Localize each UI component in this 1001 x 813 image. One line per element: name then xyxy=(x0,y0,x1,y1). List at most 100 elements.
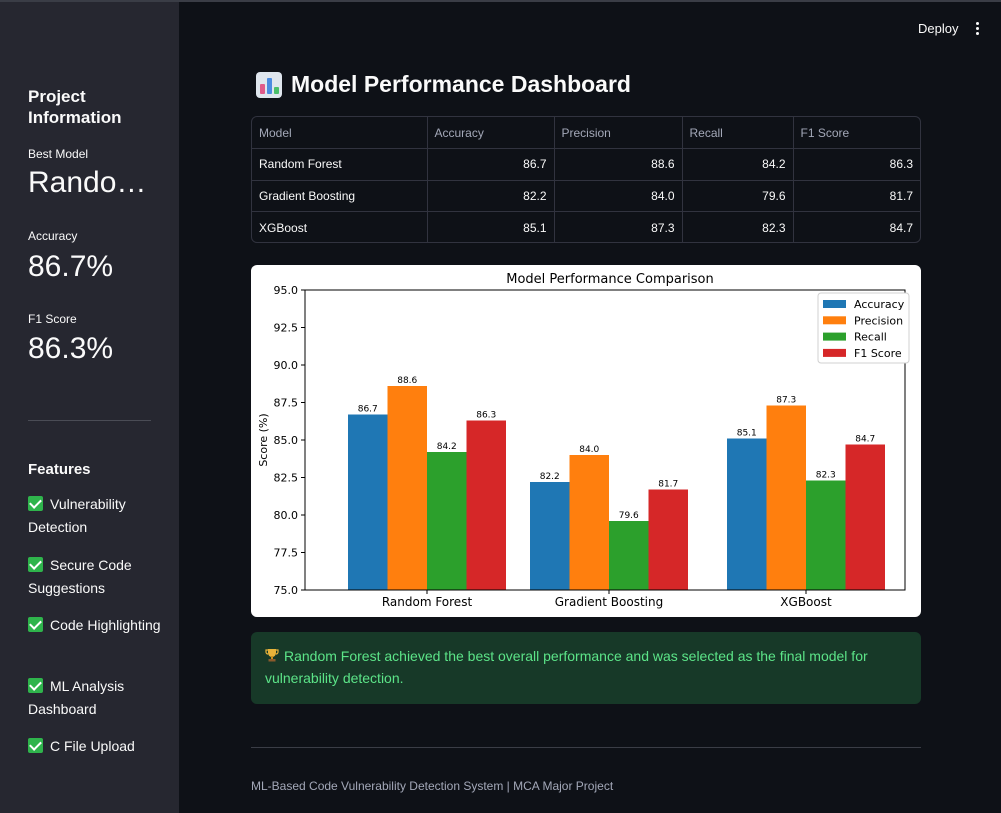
sidebar-divider xyxy=(28,420,151,421)
bar-value-label: 82.2 xyxy=(540,472,560,482)
y-tick-label: 95.0 xyxy=(274,284,299,297)
bar-value-label: 88.6 xyxy=(397,376,417,386)
table-cell: 81.7 xyxy=(793,180,920,212)
feature-item: C File Upload xyxy=(28,735,168,758)
check-icon xyxy=(28,678,43,693)
legend-swatch xyxy=(823,348,846,357)
chart-title: Model Performance Comparison xyxy=(506,272,714,287)
feature-label: Code Highlighting xyxy=(50,617,161,633)
table-cell: 88.6 xyxy=(554,148,683,181)
performance-chart: Model Performance Comparison 75.0 77.5 80.0… xyxy=(251,265,921,617)
y-tick-label: 75.0 xyxy=(274,584,299,597)
bar xyxy=(569,455,609,590)
table-cell: 87.3 xyxy=(554,211,683,242)
features-title: Features xyxy=(28,461,91,478)
performance-table: Model Accuracy Precision Recall F1 Score… xyxy=(251,116,921,243)
table-cell: XGBoost xyxy=(252,211,428,242)
table-cell: 85.1 xyxy=(427,211,555,242)
table-row: Random Forest 86.7 88.6 84.2 86.3 xyxy=(252,148,920,181)
y-tick-label: 90.0 xyxy=(274,359,299,372)
page-title: Model Performance Dashboard xyxy=(256,71,631,98)
x-tick-label: Random Forest xyxy=(382,595,473,609)
accuracy-label: Accuracy xyxy=(28,229,78,243)
table-cell: 86.7 xyxy=(427,148,555,181)
bar xyxy=(766,405,806,590)
column-header[interactable]: Precision xyxy=(554,117,683,149)
bar-chart-icon xyxy=(256,71,282,98)
feature-label: ML Analysis Dashboard xyxy=(28,678,125,717)
best-model-label: Best Model xyxy=(28,147,89,161)
y-tick-label: 80.0 xyxy=(274,509,299,522)
bar-value-label: 84.0 xyxy=(579,445,599,455)
bar xyxy=(387,386,427,590)
bar-value-label: 85.1 xyxy=(737,429,757,439)
table-cell: Gradient Boosting xyxy=(252,180,428,212)
sidebar: Project Information Best Model Random Fo… xyxy=(0,2,179,813)
bar xyxy=(530,482,570,590)
deploy-button[interactable]: Deploy xyxy=(918,21,959,36)
bar-value-label: 86.7 xyxy=(358,405,378,415)
y-tick-label: 87.5 xyxy=(274,397,299,410)
bar-value-label: 84.2 xyxy=(437,442,457,452)
y-tick-label: 85.0 xyxy=(274,434,299,447)
chart-svg: Model Performance Comparison 75.0 77.5 80.0… xyxy=(257,272,910,609)
column-header[interactable]: Accuracy xyxy=(427,117,555,149)
feature-label: C File Upload xyxy=(50,738,135,754)
bar-value-label: 87.3 xyxy=(776,396,796,406)
y-tick-label: 77.5 xyxy=(274,547,299,560)
bar-value-label: 84.7 xyxy=(855,435,875,445)
success-text: Random Forest achieved the best overall … xyxy=(265,648,868,686)
table-cell: Random Forest xyxy=(252,148,428,181)
accuracy-value: 86.7% xyxy=(28,250,114,283)
bar xyxy=(845,444,885,590)
f1-label: F1 Score xyxy=(28,312,77,326)
feature-item: Code Highlighting xyxy=(28,614,168,637)
y-axis-label: Score (%) xyxy=(257,413,270,466)
x-tick-label: Gradient Boosting xyxy=(555,595,663,609)
table-cell: 82.3 xyxy=(682,211,794,242)
best-model-value: Random Forest xyxy=(28,166,158,199)
y-tick-label: 92.5 xyxy=(274,322,299,335)
feature-label: Vulnerability Detection xyxy=(28,496,126,535)
column-header[interactable]: Recall xyxy=(682,117,794,149)
column-header[interactable]: Model xyxy=(252,117,428,149)
check-icon xyxy=(28,496,43,511)
table-row: Gradient Boosting 82.2 84.0 79.6 81.7 xyxy=(252,180,920,212)
plot-frame xyxy=(304,289,906,591)
bar xyxy=(648,489,688,590)
y-tick-label: 82.5 xyxy=(274,472,299,485)
trophy-icon xyxy=(265,646,279,662)
table-header-row: Model Accuracy Precision Recall F1 Score xyxy=(252,117,920,149)
table-cell: 82.2 xyxy=(427,180,555,212)
feature-item: ML Analysis Dashboard xyxy=(28,675,168,721)
x-tick-label: XGBoost xyxy=(780,595,832,609)
check-icon xyxy=(28,617,43,632)
f1-value: 86.3% xyxy=(28,332,114,365)
kebab-menu-icon[interactable] xyxy=(976,22,980,36)
legend-box xyxy=(817,292,910,364)
bar xyxy=(466,420,506,590)
footer-divider xyxy=(251,747,921,748)
table-cell: 84.2 xyxy=(682,148,794,181)
footer-text: ML-Based Code Vulnerability Detection Sy… xyxy=(251,779,614,793)
table-row: XGBoost 85.1 87.3 82.3 84.7 xyxy=(252,211,920,242)
bar-value-label: 86.3 xyxy=(476,411,496,421)
table-cell: 86.3 xyxy=(793,148,920,181)
feature-item: Vulnerability Detection xyxy=(28,493,168,539)
table-cell: 79.6 xyxy=(682,180,794,212)
legend-label: F1 Score xyxy=(854,347,902,360)
bar xyxy=(806,480,846,590)
legend-label: Accuracy xyxy=(854,298,905,311)
top-border xyxy=(0,0,1001,2)
legend-swatch xyxy=(823,316,846,325)
legend-label: Precision xyxy=(854,314,903,327)
legend-label: Recall xyxy=(854,331,887,344)
check-icon xyxy=(28,738,43,753)
bar-value-label: 82.3 xyxy=(816,471,836,481)
bar xyxy=(427,452,467,590)
bar-value-label: 79.6 xyxy=(619,511,639,521)
column-header[interactable]: F1 Score xyxy=(793,117,920,149)
table-cell: 84.0 xyxy=(554,180,683,212)
feature-item: Secure Code Suggestions xyxy=(28,554,168,600)
feature-label: Secure Code Suggestions xyxy=(28,557,132,596)
